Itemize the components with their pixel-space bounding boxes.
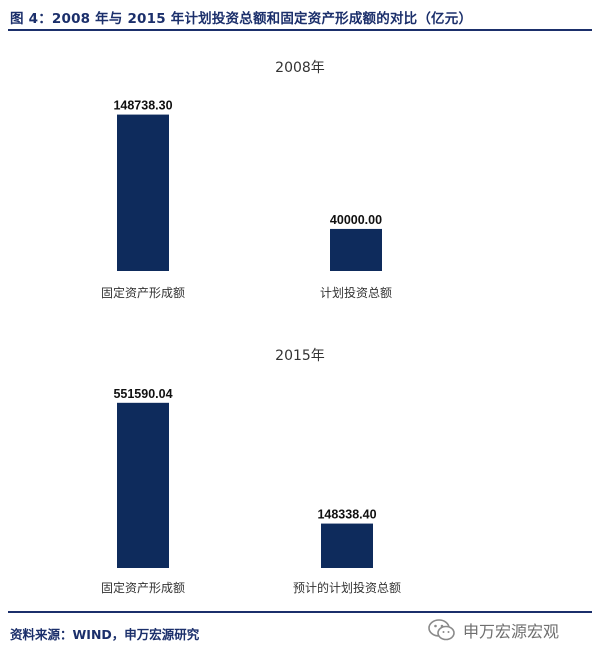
bottom-rule bbox=[8, 611, 592, 613]
category-label: 固定资产形成额 bbox=[101, 285, 185, 300]
category-label: 计划投资总额 bbox=[320, 285, 392, 300]
category-label: 固定资产形成额 bbox=[101, 580, 185, 595]
bar bbox=[321, 523, 373, 568]
data-label: 148338.40 bbox=[317, 508, 376, 522]
data-label: 551590.04 bbox=[113, 387, 172, 401]
figure-title: 图 4：2008 年与 2015 年计划投资总额和固定资产形成额的对比（亿元） bbox=[10, 11, 473, 27]
bar bbox=[117, 114, 169, 271]
data-label: 40000.00 bbox=[330, 213, 382, 227]
top-rule bbox=[8, 29, 592, 31]
source-note: 资料来源：WIND，申万宏源研究 bbox=[10, 627, 200, 642]
watermark-text: 申万宏源宏观 bbox=[463, 622, 560, 641]
watermark: 申万宏源宏观 bbox=[427, 617, 559, 643]
data-label: 148738.30 bbox=[113, 99, 172, 113]
wechat-icon bbox=[428, 619, 455, 641]
chart-title: 2008年 bbox=[275, 60, 325, 76]
chart-2008: 2008年 148738.30 固定资产形成额 40000.00 计划投资总额 bbox=[101, 60, 392, 300]
bar bbox=[117, 402, 169, 568]
bar bbox=[330, 228, 382, 271]
chart-title: 2015年 bbox=[275, 348, 325, 364]
category-label: 预计的计划投资总额 bbox=[293, 580, 401, 595]
chart-2015: 2015年 551590.04 固定资产形成额 148338.40 预计的计划投资总额 bbox=[101, 348, 401, 595]
